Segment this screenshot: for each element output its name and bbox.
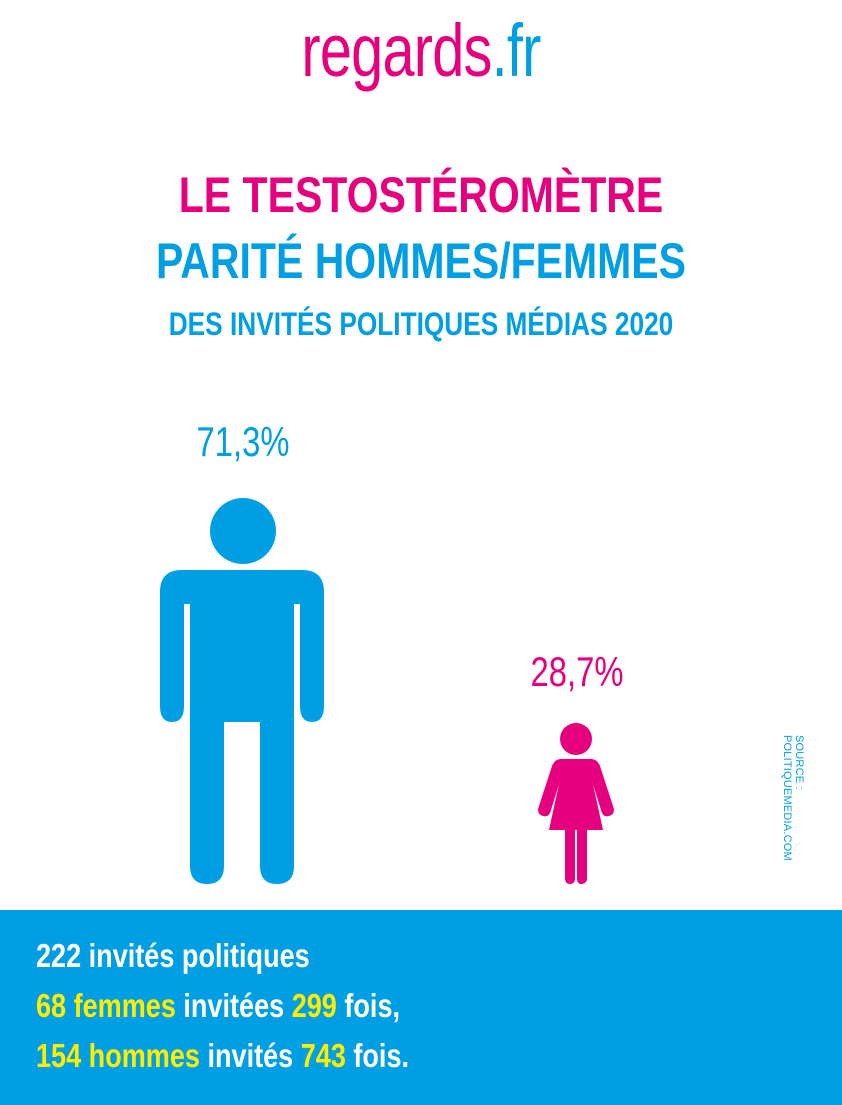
logo-dot: . xyxy=(491,9,508,92)
man-icon xyxy=(160,498,324,884)
logo-name: regards xyxy=(301,9,492,92)
women-text: invitées xyxy=(175,987,292,1024)
logo-tld: fr xyxy=(506,9,541,92)
men-times: 743 xyxy=(300,1037,346,1074)
source-credit: SOURCE : POLITIQUEMEDIA.COM xyxy=(781,735,805,861)
women-count: 68 femmes xyxy=(36,987,176,1024)
summary-line-men: 154 hommes invités 743 fois. xyxy=(36,1037,409,1075)
summary-panel xyxy=(0,910,842,1105)
summary-line-total: 222 invités politiques xyxy=(36,937,310,974)
title-parite: PARITÉ HOMMES/FEMMES xyxy=(155,233,686,289)
men-text: invités xyxy=(199,1037,301,1074)
title-testosterometre: LE TESTOSTÉROMÈTRE xyxy=(178,167,664,223)
men-count: 154 hommes xyxy=(36,1037,200,1074)
summary-line-women: 68 femmes invitées 299 fois, xyxy=(36,987,400,1025)
women-times: 299 xyxy=(291,987,337,1024)
men-percent-label: 71,3% xyxy=(196,418,290,465)
subtitle-invites: DES INVITÉS POLITIQUES MÉDIAS 2020 xyxy=(168,306,674,342)
women-suffix: fois, xyxy=(336,987,401,1024)
regards-logo: regards.fr xyxy=(93,8,750,93)
men-suffix: fois. xyxy=(345,1037,410,1074)
women-percent-label: 28,7% xyxy=(530,648,624,695)
woman-icon xyxy=(538,723,614,884)
